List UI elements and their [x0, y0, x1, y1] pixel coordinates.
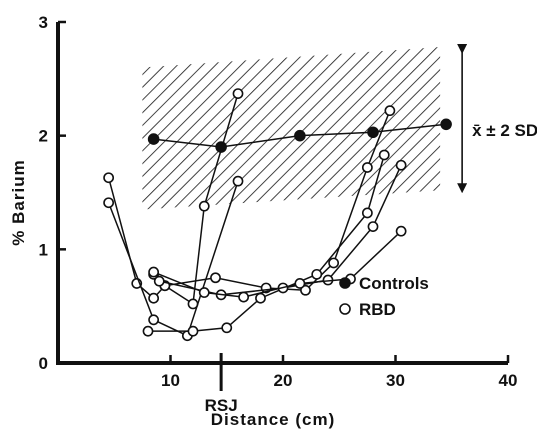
series-4	[142, 149, 390, 337]
rbd-point	[384, 105, 396, 117]
y-tick-label: 2	[39, 127, 48, 146]
rbd-point	[238, 291, 250, 303]
rbd-point	[311, 268, 323, 280]
rbd-point	[361, 162, 373, 173]
rbd-point	[395, 159, 407, 171]
rbd-point	[328, 257, 340, 269]
rbd-point	[221, 322, 233, 334]
control-point	[147, 133, 160, 145]
rbd-point	[198, 200, 210, 212]
legend-label-rbd: RBD	[359, 300, 396, 319]
rbd-point	[210, 272, 221, 284]
control-point	[294, 129, 306, 142]
control-point	[440, 118, 452, 131]
series-line	[153, 230, 402, 298]
rbd-point	[103, 172, 115, 184]
legend: Controls RBD	[339, 274, 429, 319]
rbd-point	[148, 292, 160, 304]
sd-band-label: x̄ ± 2 SD	[472, 121, 537, 140]
series-5	[153, 159, 407, 301]
legend-marker-controls	[339, 277, 351, 289]
rbd-point	[300, 284, 311, 296]
y-tick-label: 0	[39, 354, 48, 373]
rbd-point	[232, 175, 244, 187]
rbd-point	[232, 88, 244, 100]
series-line	[159, 164, 402, 296]
legend-marker-rbd	[339, 303, 351, 315]
y-axis-ticks: 0 1 2 3	[39, 13, 66, 373]
x-axis-label: Distance (cm)	[211, 410, 335, 429]
rbd-point	[361, 207, 373, 219]
rsj-label: RSJ	[205, 396, 238, 415]
legend-label-controls: Controls	[359, 274, 429, 293]
series-6	[148, 225, 407, 303]
x-tick-label: 20	[274, 371, 293, 390]
rbd-point	[367, 221, 379, 232]
rbd-point	[153, 275, 165, 287]
series-0	[147, 118, 452, 153]
x-tick-label: 30	[386, 371, 405, 390]
y-tick-label: 1	[39, 240, 48, 259]
rbd-point	[148, 314, 160, 326]
rbd-point	[255, 292, 266, 304]
x-tick-label: 10	[161, 371, 180, 390]
rbd-point	[142, 325, 154, 337]
rbd-point	[103, 197, 115, 209]
x-axis-ticks: 10 20 30 40	[161, 355, 517, 390]
y-axis-label: % Barium	[9, 159, 28, 245]
rbd-point	[294, 278, 306, 289]
series-line	[107, 180, 239, 337]
x-tick-label: 40	[499, 371, 518, 390]
sd-band	[142, 47, 441, 210]
rbd-point	[378, 149, 390, 161]
rbd-point	[148, 266, 160, 278]
control-point	[367, 126, 379, 139]
rbd-point	[395, 225, 407, 237]
rbd-point	[198, 287, 210, 298]
series-layer	[103, 88, 452, 342]
y-tick-label: 3	[39, 13, 48, 32]
rbd-point	[187, 325, 199, 337]
